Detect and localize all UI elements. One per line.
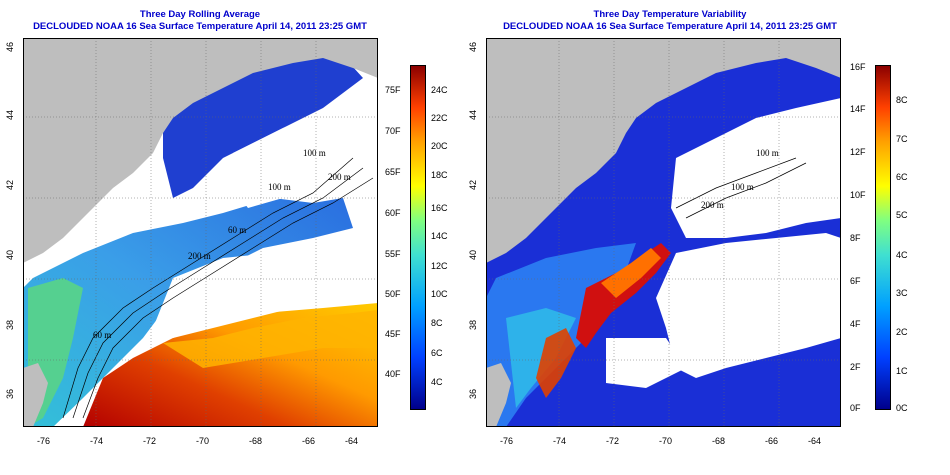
land-area bbox=[486, 38, 841, 263]
colorbar-f-label: 4F bbox=[850, 319, 861, 329]
colorbar-f-label: 45F bbox=[385, 329, 401, 339]
high-variability-band-3 bbox=[536, 328, 576, 398]
lon-tick: -68 bbox=[712, 436, 726, 446]
colorbar-c-label: 5C bbox=[896, 210, 908, 220]
colorbar-c-label: 7C bbox=[896, 134, 908, 144]
colorbar-f-label: 70F bbox=[385, 126, 401, 136]
cloud-area bbox=[153, 243, 378, 338]
lat-tick: 38 bbox=[468, 320, 478, 331]
lon-tick: -68 bbox=[249, 436, 263, 446]
lat-tick: 44 bbox=[468, 110, 478, 121]
lat-tick: 42 bbox=[468, 180, 478, 191]
land-area-south bbox=[486, 363, 511, 427]
contour-200m bbox=[82, 177, 374, 419]
high-variability-band-2 bbox=[601, 248, 661, 298]
colorbar-f-label: 75F bbox=[385, 85, 401, 95]
lat-tick: 44 bbox=[5, 110, 15, 121]
lon-tick: -74 bbox=[553, 436, 567, 446]
colorbar-f-label: 10F bbox=[850, 190, 866, 200]
colorbar-c-label: 4C bbox=[431, 377, 443, 387]
left-panel: Three Day Rolling Average DECLOUDED NOAA… bbox=[5, 9, 448, 446]
contour-200m bbox=[685, 162, 807, 219]
right-title-line1: Three Day Temperature Variability bbox=[593, 9, 747, 20]
contour-label: 200 m bbox=[188, 251, 211, 261]
colorbar-c-label: 18C bbox=[431, 170, 448, 180]
right-variability-map: 100 m 100 m 200 m bbox=[486, 38, 841, 427]
lat-tick: 40 bbox=[5, 250, 15, 261]
lat-tick: 46 bbox=[5, 42, 15, 53]
colorbar-f-label: 0F bbox=[850, 403, 861, 413]
lat-tick: 38 bbox=[5, 320, 15, 331]
cloud-area-2 bbox=[233, 98, 378, 208]
lat-tick: 36 bbox=[5, 389, 15, 400]
lon-tick: -74 bbox=[90, 436, 104, 446]
left-sst-map: 100 m 100 m 200 m 200 m 60 m 60 m bbox=[23, 38, 378, 427]
cloud-area-3 bbox=[606, 338, 686, 388]
colorbar-f-label: 50F bbox=[385, 289, 401, 299]
lon-tick: -70 bbox=[659, 436, 673, 446]
lon-tick: -64 bbox=[808, 436, 822, 446]
colorbar-c-label: 4C bbox=[896, 250, 908, 260]
lon-tick: -70 bbox=[196, 436, 210, 446]
colorbar-c-label: 2C bbox=[896, 327, 908, 337]
lat-tick: 46 bbox=[468, 42, 478, 53]
cloud-area bbox=[656, 233, 841, 378]
contour-label: 60 m bbox=[93, 330, 111, 340]
right-title-line2: DECLOUDED NOAA 16 Sea Surface Temperatur… bbox=[503, 21, 837, 32]
lon-tick: -72 bbox=[143, 436, 157, 446]
colorbar-c-label: 1C bbox=[896, 366, 908, 376]
contour-100m bbox=[72, 167, 364, 419]
colorbar-c-label: 0C bbox=[896, 403, 908, 413]
lat-tick: 36 bbox=[468, 389, 478, 400]
contour-label: 100 m bbox=[731, 182, 754, 192]
warm-band bbox=[163, 310, 378, 368]
contour-label: 200 m bbox=[701, 200, 724, 210]
colorbar-c-label: 14C bbox=[431, 231, 448, 241]
shelf-water-region bbox=[23, 198, 353, 427]
colorbar-c-label: 3C bbox=[896, 288, 908, 298]
lat-tick: 40 bbox=[468, 250, 478, 261]
lon-tick: -66 bbox=[765, 436, 779, 446]
colorbar-f-label: 2F bbox=[850, 362, 861, 372]
colorbar-c-label: 6C bbox=[431, 348, 443, 358]
colorbar-c-label: 16C bbox=[431, 203, 448, 213]
colorbar-f-label: 14F bbox=[850, 104, 866, 114]
lat-tick: 42 bbox=[5, 180, 15, 191]
contour-label: 200 m bbox=[328, 172, 351, 182]
colorbar-f-label: 55F bbox=[385, 249, 401, 259]
colorbar-f-label: 6F bbox=[850, 276, 861, 286]
lon-tick: -76 bbox=[37, 436, 51, 446]
contour-label: 60 m bbox=[228, 225, 246, 235]
colorbar-c-label: 24C bbox=[431, 85, 448, 95]
colorbar-f-label: 12F bbox=[850, 147, 866, 157]
land-area bbox=[23, 38, 378, 263]
colorbar-f-label: 40F bbox=[385, 369, 401, 379]
colorbar-c-label: 8C bbox=[896, 95, 908, 105]
lon-tick: -64 bbox=[345, 436, 359, 446]
colorbar-f-label: 16F bbox=[850, 62, 866, 72]
cloud-area-2 bbox=[671, 98, 841, 238]
left-colorbar bbox=[410, 65, 426, 410]
colorbar-c-label: 12C bbox=[431, 261, 448, 271]
colorbar-c-label: 8C bbox=[431, 318, 443, 328]
lon-tick: -66 bbox=[302, 436, 316, 446]
contour-60m bbox=[62, 157, 354, 419]
contour-label: 100 m bbox=[303, 148, 326, 158]
land-area-south bbox=[23, 363, 48, 427]
colorbar-f-label: 60F bbox=[385, 208, 401, 218]
colorbar-c-label: 20C bbox=[431, 141, 448, 151]
colorbar-c-label: 22C bbox=[431, 113, 448, 123]
contour-label: 100 m bbox=[756, 148, 779, 158]
lon-tick: -72 bbox=[606, 436, 620, 446]
right-panel: Three Day Temperature Variability DECLOU… bbox=[468, 0, 950, 475]
left-title-line2: DECLOUDED NOAA 16 Sea Surface Temperatur… bbox=[33, 21, 367, 32]
lon-tick: -76 bbox=[500, 436, 514, 446]
left-title-line1: Three Day Rolling Average bbox=[139, 9, 261, 20]
colorbar-f-label: 65F bbox=[385, 167, 401, 177]
colorbar-f-label: 8F bbox=[850, 233, 861, 243]
colorbar-c-label: 10C bbox=[431, 289, 448, 299]
right-colorbar bbox=[875, 65, 891, 410]
contour-label: 100 m bbox=[268, 182, 291, 192]
colorbar-c-label: 6C bbox=[896, 172, 908, 182]
